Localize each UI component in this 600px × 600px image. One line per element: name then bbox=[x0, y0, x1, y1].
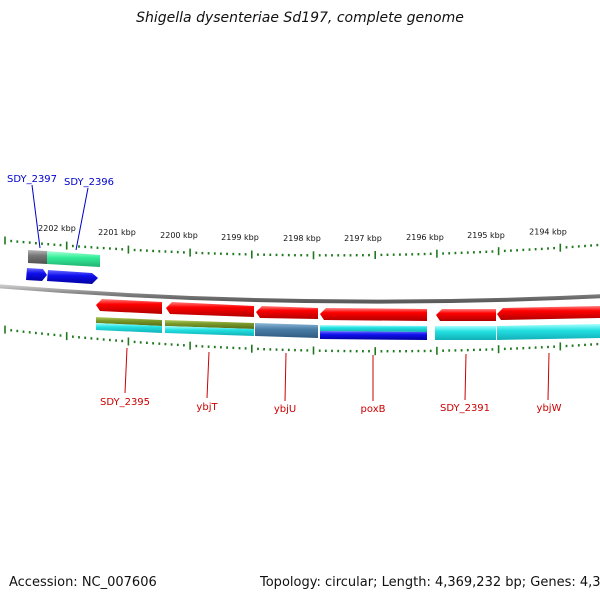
gene-label-ybjw: ybjW bbox=[537, 403, 562, 414]
feature-cyan-5 bbox=[497, 324, 600, 340]
forward-strand-features bbox=[26, 250, 100, 284]
feature-cyan-4 bbox=[435, 326, 496, 340]
leader-line-ybju bbox=[284, 352, 287, 402]
gene-arrow-poxb bbox=[320, 308, 427, 321]
feature-cyan-1 bbox=[96, 323, 162, 333]
scale-label: 2194 kbp bbox=[529, 228, 567, 237]
gene-label-poxb: poxB bbox=[361, 404, 386, 415]
scale-label: 2195 kbp bbox=[467, 231, 505, 240]
forward-gene-labels: SDY_2397 SDY_2396 bbox=[7, 174, 114, 251]
scale-label: 2197 kbp bbox=[344, 234, 382, 243]
feature-steel bbox=[255, 323, 318, 338]
inner-tick-row bbox=[4, 325, 599, 356]
gene-label-ybjt: ybjT bbox=[196, 402, 218, 413]
gene-arrow-ybjw bbox=[497, 306, 600, 320]
genome-backbone bbox=[0, 284, 600, 304]
accession-text: Accession: NC_007606 bbox=[9, 575, 157, 590]
gene-arrow-sdy2391 bbox=[436, 309, 496, 321]
scale-label: 2198 kbp bbox=[283, 234, 321, 243]
gene-label-sdy2395: SDY_2395 bbox=[100, 397, 150, 408]
scale-label: 2200 kbp bbox=[160, 231, 198, 240]
outer-tick-row bbox=[4, 236, 599, 260]
gene-label-sdy2397: SDY_2397 bbox=[7, 174, 57, 185]
scale-labels: 2202 kbp 2201 kbp 2200 kbp 2199 kbp 2198 kbp… bbox=[38, 224, 567, 243]
gene-arrow-sdy2396 bbox=[47, 270, 98, 284]
scale-label: 2202 kbp bbox=[38, 224, 76, 233]
gene-feature-sdy2396 bbox=[47, 251, 100, 267]
leader-line-sdy2391 bbox=[464, 353, 467, 401]
reverse-strand-features bbox=[96, 299, 600, 340]
feature-cyan-2 bbox=[165, 326, 254, 336]
scale-label: 2201 kbp bbox=[98, 228, 136, 237]
feature-blue bbox=[320, 331, 427, 340]
gene-label-sdy2391: SDY_2391 bbox=[440, 403, 490, 414]
scale-label: 2196 kbp bbox=[406, 233, 444, 242]
gene-arrow-sdy2395 bbox=[96, 299, 162, 314]
gene-arrow-sdy2397 bbox=[26, 268, 47, 281]
leader-line-sdy2396 bbox=[75, 187, 89, 251]
scale-label: 2199 kbp bbox=[221, 233, 259, 242]
feature-cyan-3 bbox=[320, 325, 427, 332]
gene-feature-sdy2397 bbox=[28, 250, 47, 264]
leader-line-ybjw bbox=[547, 352, 550, 401]
leader-line-sdy2395 bbox=[124, 347, 128, 394]
gene-label-ybju: ybjU bbox=[274, 404, 296, 415]
gene-arrow-ybju bbox=[256, 306, 318, 319]
leader-line-ybjt bbox=[206, 351, 210, 399]
gene-label-sdy2396: SDY_2396 bbox=[64, 177, 114, 188]
genome-summary-text: Topology: circular; Length: 4,369,232 bp… bbox=[260, 575, 600, 590]
leader-line-sdy2397 bbox=[31, 184, 41, 249]
gene-arrow-ybjt bbox=[166, 302, 254, 317]
map-title: Shigella dysenteriae Sd197, complete gen… bbox=[136, 10, 464, 26]
reverse-gene-labels: SDY_2395 ybjT ybjU poxB SDY_2391 ybjW bbox=[100, 347, 562, 415]
